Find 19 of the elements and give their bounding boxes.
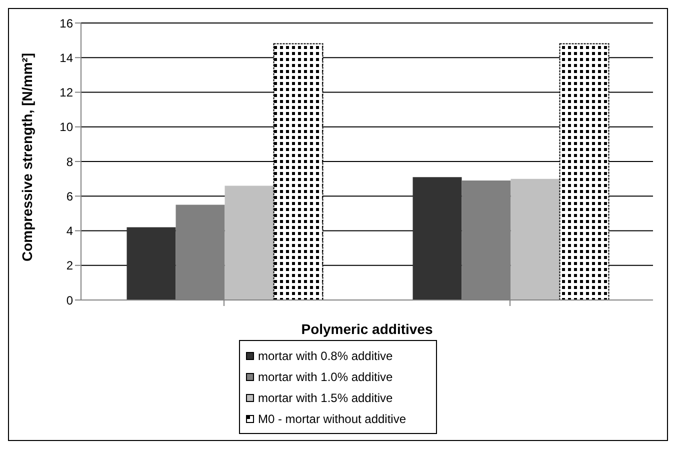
y-tick-label: 6 <box>66 189 74 204</box>
y-tick-label: 12 <box>60 86 74 100</box>
y-tick-label: 4 <box>66 224 74 238</box>
y-tick-label: 10 <box>60 120 74 134</box>
bar <box>126 227 176 300</box>
legend-label: M0 - mortar without additive <box>258 412 406 426</box>
y-axis-title: Compressive strength, [N/mm²] <box>18 53 35 262</box>
legend-label: mortar with 0.8% additive <box>258 348 393 362</box>
bar <box>224 186 274 300</box>
y-tick-label: 2 <box>66 258 74 273</box>
bar <box>412 177 462 300</box>
legend-label: mortar with 1.0% additive <box>258 370 393 384</box>
bar <box>510 178 560 300</box>
x-axis-title: Polymeric additives <box>301 321 433 337</box>
y-tick-label: 16 <box>60 16 74 30</box>
y-tick-label: 8 <box>66 154 74 169</box>
y-tick-label: 14 <box>60 50 74 65</box>
legend-label: mortar with 1.5% additive <box>258 390 393 404</box>
y-tick-label: 0 <box>66 293 74 308</box>
